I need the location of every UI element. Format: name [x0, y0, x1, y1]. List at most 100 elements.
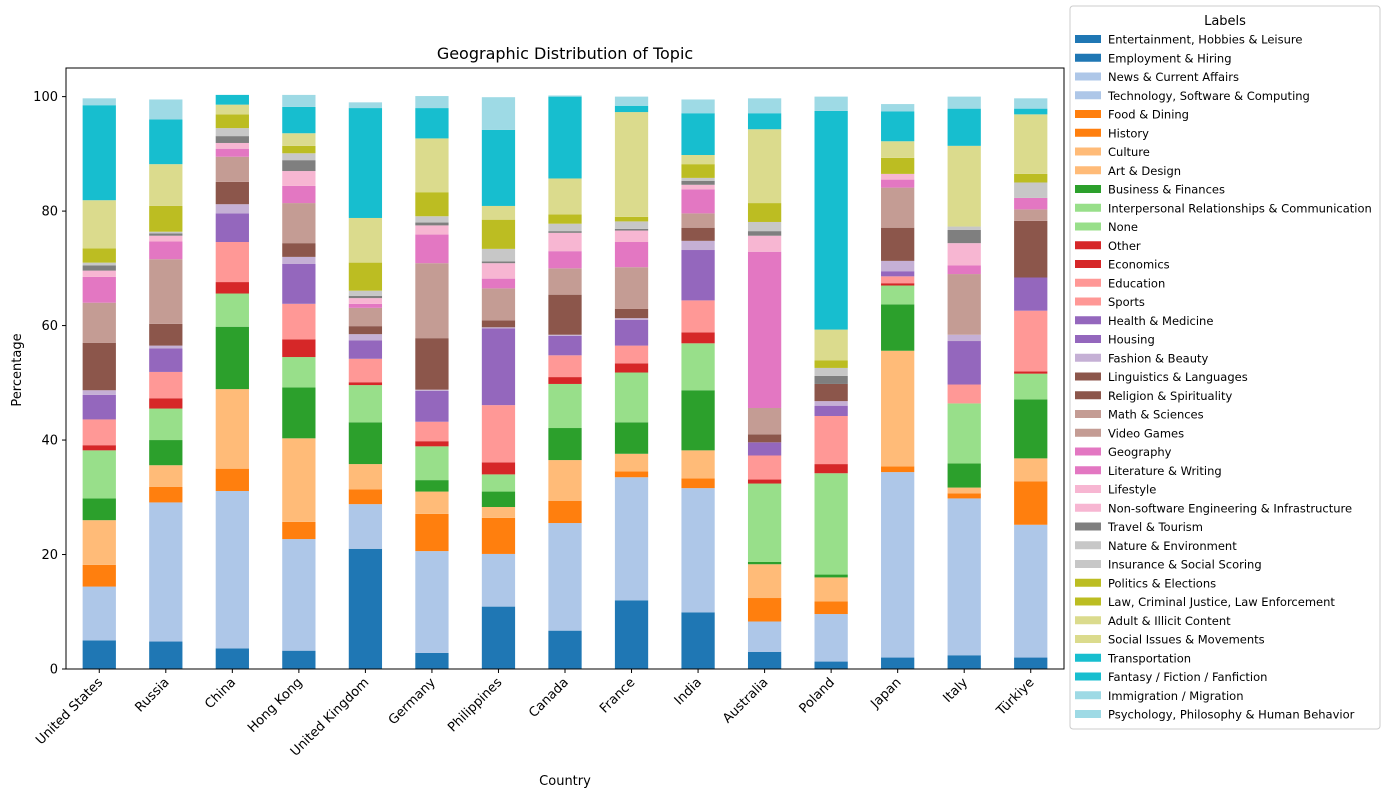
bar-segment — [349, 549, 382, 669]
legend-label: Video Games — [1108, 426, 1184, 440]
bar-segment — [548, 428, 581, 460]
bar-segment — [415, 653, 448, 669]
bar-segment — [282, 264, 315, 304]
bar-segment — [149, 487, 182, 502]
bar-segment — [482, 320, 515, 327]
bar-segment — [1014, 277, 1047, 310]
bar-segment — [1014, 399, 1047, 458]
bar-segment — [216, 128, 249, 136]
bar-segment — [83, 395, 116, 420]
bar-segment — [748, 203, 781, 222]
bar-segment — [282, 153, 315, 160]
legend-label: Transportation — [1107, 651, 1191, 665]
bar-segment — [615, 217, 648, 222]
bar-segment — [349, 464, 382, 489]
bar-segment — [83, 587, 116, 641]
x-tick-label: Australia — [720, 675, 771, 726]
bar-segment — [948, 385, 981, 404]
bar-segment — [83, 105, 116, 200]
x-tick-label: Hong Kong — [245, 675, 306, 736]
legend-label: Fashion & Beauty — [1108, 351, 1208, 365]
bar-segment — [948, 109, 981, 146]
bar-segment — [681, 488, 714, 612]
bar-segment — [83, 390, 116, 395]
bar-segment — [681, 189, 714, 213]
bar-segment — [216, 182, 249, 204]
bar-segment — [748, 562, 781, 564]
bar-segment — [216, 648, 249, 669]
bar-segment — [881, 174, 914, 180]
bar-segment — [282, 186, 315, 203]
legend-label: Culture — [1108, 145, 1150, 159]
legend-swatch — [1075, 335, 1101, 343]
bar-segment — [615, 363, 648, 372]
bar-segment — [83, 248, 116, 262]
bar-segment — [815, 111, 848, 330]
legend-label: None — [1108, 220, 1138, 234]
bar-segment — [681, 99, 714, 113]
bar-segment — [681, 228, 714, 241]
bar-segment — [415, 551, 448, 653]
bar-segment — [948, 274, 981, 335]
bar-segment — [681, 213, 714, 227]
bar-segment — [748, 456, 781, 480]
bar-segment — [1014, 458, 1047, 481]
bar-segment — [748, 222, 781, 231]
bar-segment — [349, 489, 382, 504]
bar-segment — [748, 98, 781, 113]
bar-segment — [282, 95, 315, 107]
legend-swatch — [1075, 691, 1101, 699]
bar-segment — [216, 389, 249, 469]
bar-segment — [615, 600, 648, 669]
bar-segment — [948, 230, 981, 243]
bar-segment — [282, 387, 315, 438]
bar-segment — [815, 416, 848, 464]
bar-segment — [948, 97, 981, 109]
legend-label: Nature & Environment — [1108, 539, 1237, 553]
bar-segment — [881, 188, 914, 228]
x-tick-label: Philippines — [445, 675, 505, 735]
bar-segment — [948, 265, 981, 274]
bar-segment — [83, 263, 116, 266]
bar-segment — [681, 612, 714, 669]
bar-segment — [282, 357, 315, 387]
bar-segment — [349, 504, 382, 549]
bar-segment — [815, 330, 848, 361]
bar-segment — [881, 283, 914, 285]
bar-segment — [482, 405, 515, 462]
bar-segment — [216, 327, 249, 389]
bar-segment — [149, 642, 182, 669]
bar-segment — [482, 327, 515, 328]
bar-segment — [1014, 374, 1047, 400]
bar-segment — [83, 445, 116, 450]
bar-segment — [482, 492, 515, 507]
bar-segment — [282, 133, 315, 146]
bar-segment — [1014, 198, 1047, 209]
bar-segment — [482, 507, 515, 518]
bar-segment — [282, 522, 315, 539]
bar-segment — [216, 204, 249, 213]
legend-label: Immigration / Migration — [1108, 689, 1244, 703]
bar-segment — [681, 478, 714, 488]
bar-segment — [149, 346, 182, 349]
bar-segment — [216, 469, 249, 491]
bar-segment — [415, 446, 448, 480]
bar-segment — [748, 484, 781, 562]
bar-segment — [482, 261, 515, 263]
bar-segment — [881, 158, 914, 174]
bar-segment — [881, 304, 914, 350]
bar-segment — [815, 360, 848, 367]
bar-segment — [349, 218, 382, 263]
x-tick-label: Canada — [526, 675, 572, 721]
bar-segment — [282, 339, 315, 357]
bar-segment — [149, 324, 182, 346]
bar-segment — [748, 598, 781, 621]
legend-swatch — [1075, 129, 1101, 137]
bar-segment — [415, 391, 448, 422]
bar-segment — [83, 343, 116, 391]
y-tick-label: 0 — [50, 663, 58, 678]
legend-swatch — [1075, 54, 1101, 62]
bar-segment — [948, 464, 981, 488]
bar-segment — [548, 224, 581, 231]
